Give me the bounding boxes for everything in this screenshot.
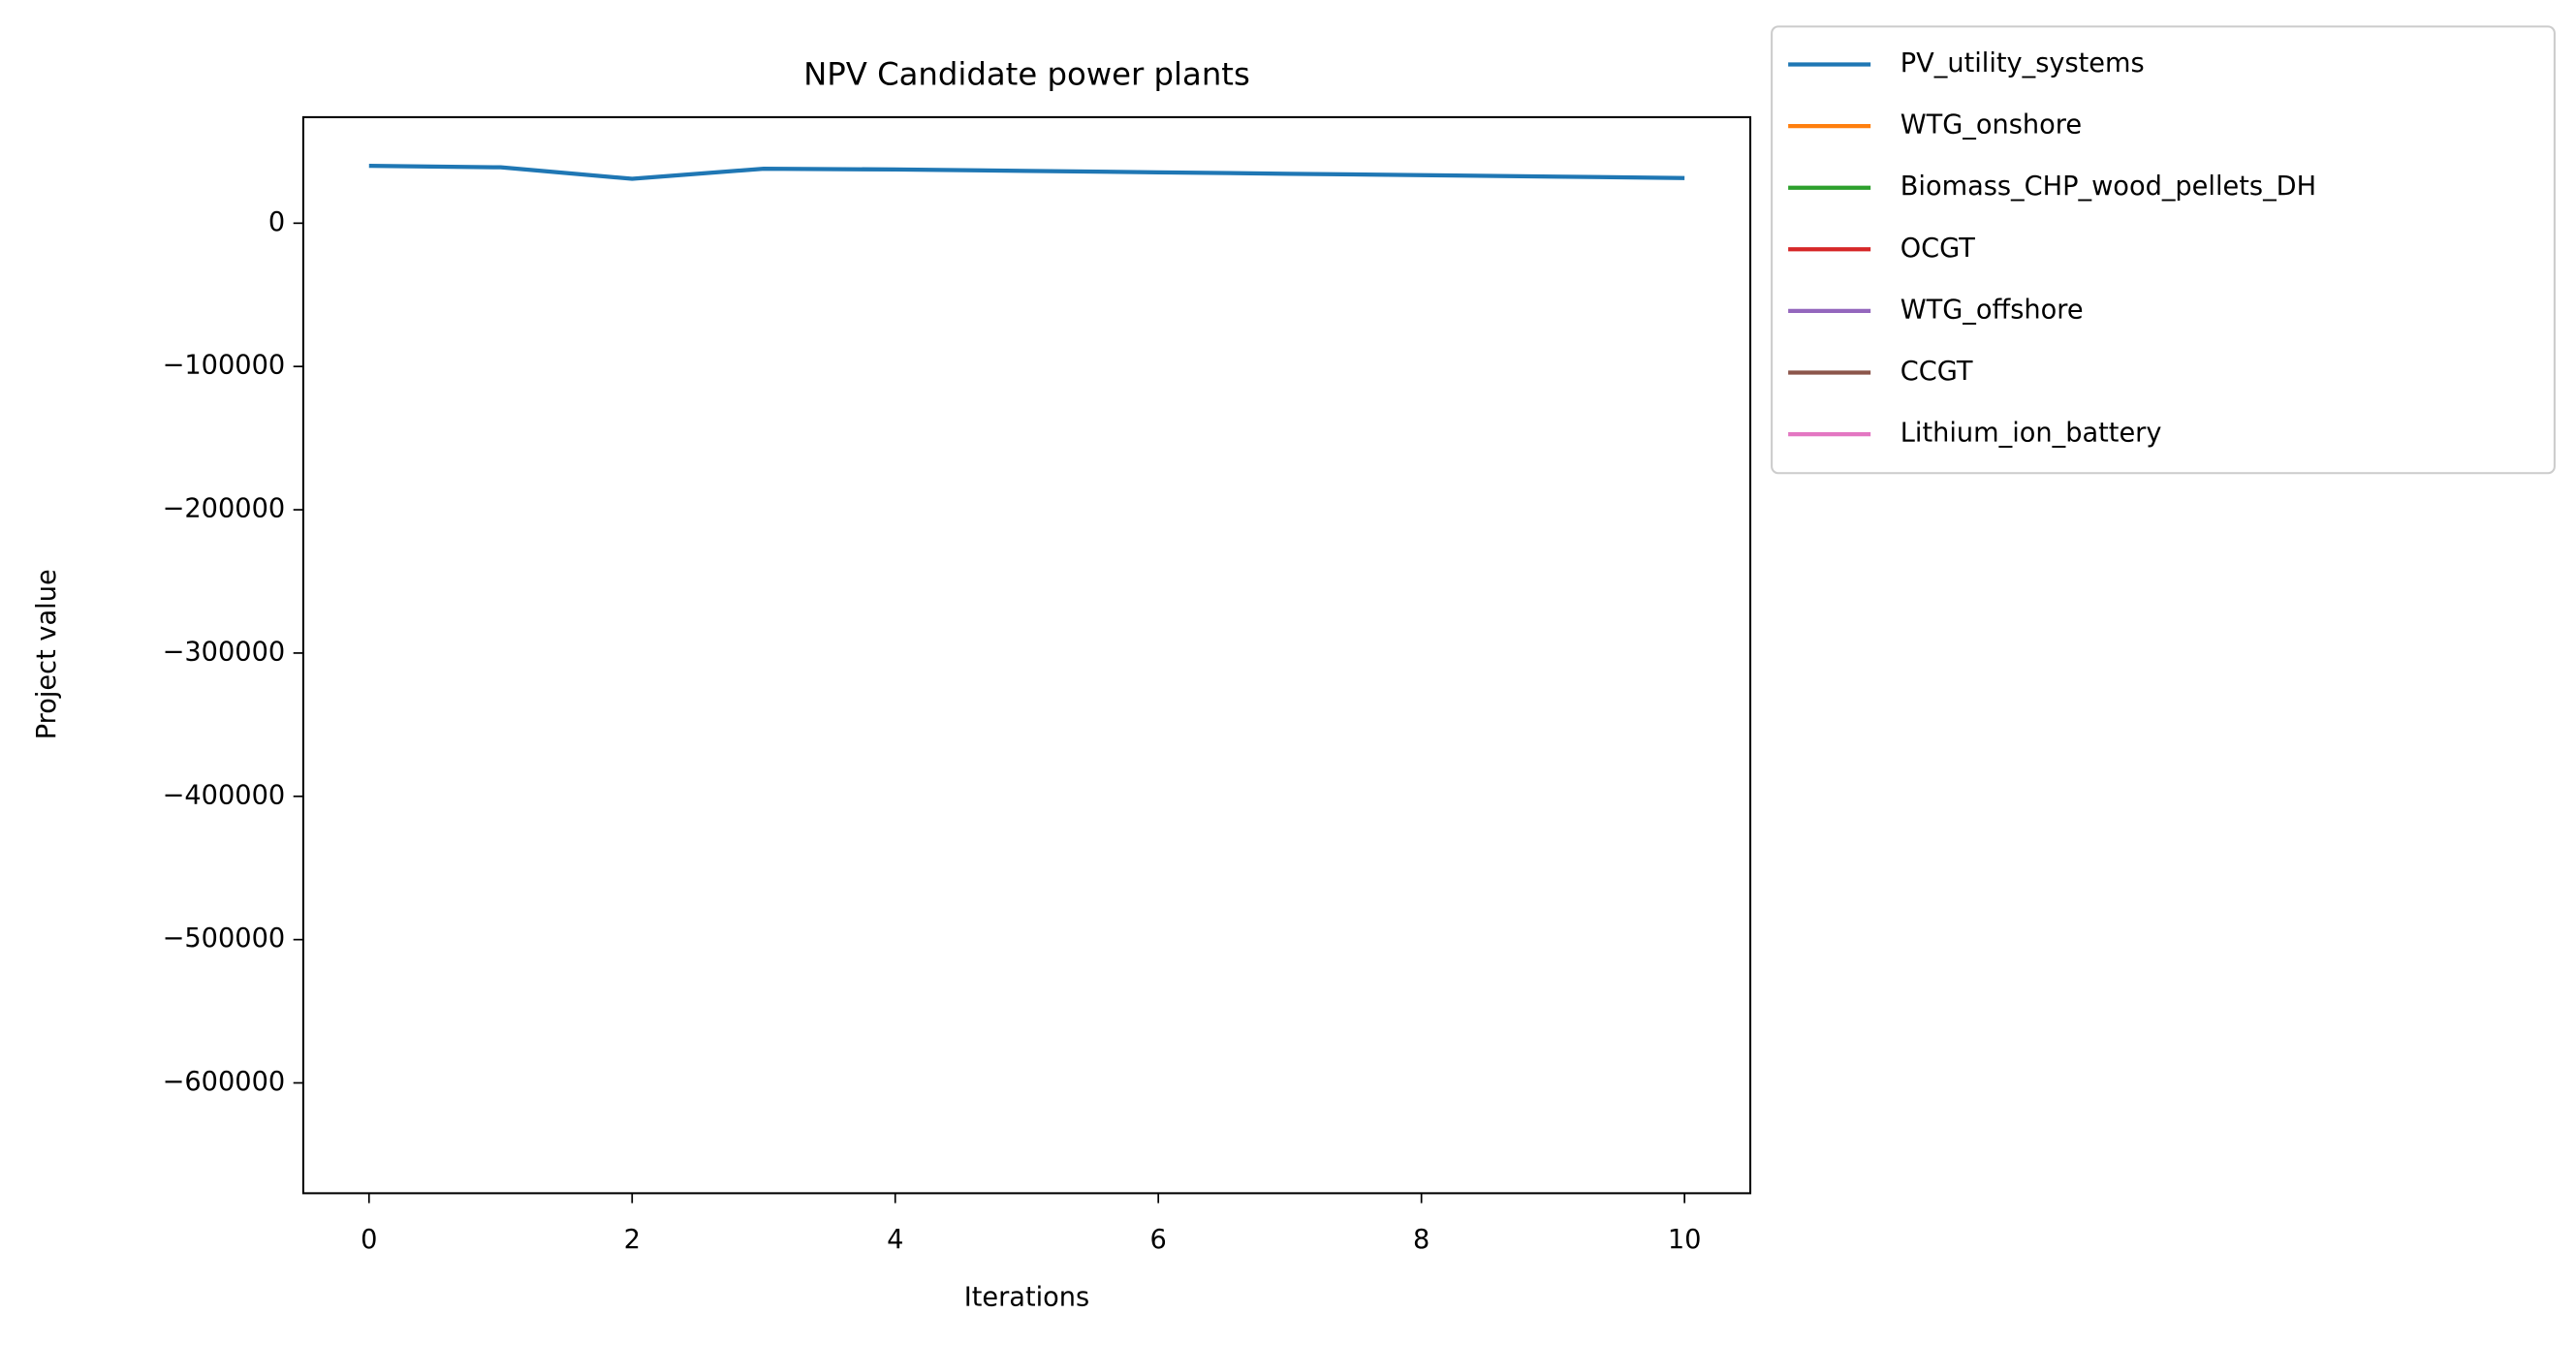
- x-tick-label: 6: [1150, 1225, 1167, 1255]
- y-tick-label: −400000: [163, 780, 286, 810]
- y-axis-label: Project value: [32, 569, 62, 739]
- y-tick-label: −500000: [163, 923, 286, 954]
- x-tick-label: 8: [1413, 1225, 1429, 1255]
- y-tick-label: 0: [268, 207, 285, 237]
- legend-label: OCGT: [1901, 234, 1975, 264]
- x-tick-label: 10: [1668, 1225, 1702, 1255]
- y-tick-label: −100000: [163, 351, 286, 381]
- x-axis-label: Iterations: [964, 1283, 1090, 1313]
- x-tick-label: 4: [887, 1225, 903, 1255]
- line-series: [368, 164, 1685, 181]
- legend-box: [1771, 25, 2556, 475]
- x-tick-label: 0: [361, 1225, 377, 1255]
- legend-label: PV_utility_systems: [1901, 48, 2145, 78]
- legend-label: Lithium_ion_battery: [1901, 419, 2162, 449]
- plot-frame: [301, 115, 1752, 1195]
- legend-label: WTG_onshore: [1901, 110, 2082, 141]
- x-tick-label: 2: [624, 1225, 641, 1255]
- legend-label: CCGT: [1901, 357, 1973, 387]
- legend-label: Biomass_CHP_wood_pellets_DH: [1901, 172, 2316, 202]
- y-tick-label: −300000: [163, 637, 286, 667]
- chart-title: NPV Candidate power plants: [803, 55, 1250, 92]
- y-tick-label: −600000: [163, 1067, 286, 1097]
- legend-label: WTG_offshore: [1901, 295, 2084, 325]
- y-tick-label: −200000: [163, 494, 286, 524]
